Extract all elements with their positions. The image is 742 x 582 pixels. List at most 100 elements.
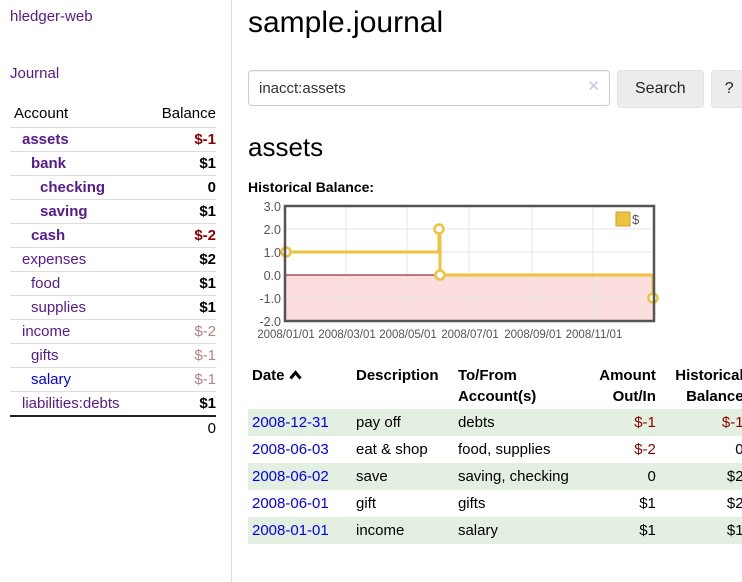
legend-swatch	[615, 211, 631, 227]
date-header-label: Date	[252, 367, 285, 384]
accounts-table: Account Balance assets $-1 bank $1 check…	[10, 102, 216, 440]
transaction-balance: 0	[735, 441, 742, 458]
account-link-gifts[interactable]: gifts	[31, 347, 59, 364]
account-balance: $1	[144, 391, 216, 416]
account-row: saving $1	[10, 199, 216, 224]
account-link-income[interactable]: income	[22, 323, 71, 340]
register-row: 2008-06-02 save saving, checking 0 $2	[248, 463, 742, 490]
transaction-accounts: debts	[457, 414, 495, 431]
transaction-description: gift	[356, 495, 377, 512]
account-balance: $-2	[144, 319, 216, 344]
svg-text:0.0: 0.0	[264, 269, 281, 283]
transaction-amount: $1	[639, 522, 656, 539]
account-link-assets[interactable]: assets	[22, 131, 69, 148]
app-brand-link[interactable]: hledger-web	[10, 8, 93, 25]
account-balance: $1	[144, 271, 216, 296]
account-title: assets	[248, 132, 324, 162]
register-header-description: Description	[356, 367, 439, 384]
account-balance: $1	[144, 199, 216, 224]
account-balance: 0	[144, 175, 216, 200]
historical-balance-chart: $ 3.0 2.0 1.0 0.0 -1.0 -2.0 2008/01/01 2…	[257, 200, 659, 341]
register-row: 2008-12-31 pay off debts $-1 $-1	[248, 409, 742, 436]
account-link-expenses[interactable]: expenses	[22, 251, 87, 268]
transaction-description: save	[356, 468, 388, 485]
sidebar-item-journal[interactable]: Journal	[10, 65, 60, 82]
account-link-cash[interactable]: cash	[31, 227, 66, 244]
account-balance: $-2	[144, 223, 216, 248]
x-axis-ticks: 2008/01/01 2008/03/01 2008/05/01 2008/07…	[257, 329, 622, 341]
accounts-header-row: Account Balance	[10, 102, 216, 128]
register-header-accounts: To/From Account(s)	[457, 367, 537, 405]
account-row: gifts $-1	[10, 343, 216, 368]
transaction-amount: $-2	[634, 441, 656, 458]
transaction-date-link[interactable]: 2008-06-03	[252, 441, 329, 458]
account-link-salary[interactable]: salary	[31, 371, 72, 388]
svg-text:-1.0: -1.0	[259, 292, 281, 306]
transaction-amount: $1	[639, 495, 656, 512]
svg-text:2008/09/01: 2008/09/01	[504, 329, 562, 341]
register-table: Date Description To/From Account(s) Amou…	[248, 363, 742, 544]
chart-label: Historical Balance:	[248, 179, 375, 195]
account-link-checking[interactable]: checking	[40, 179, 106, 196]
account-balance: $-1	[144, 127, 216, 152]
transaction-date-link[interactable]: 2008-06-02	[252, 468, 329, 485]
account-row: checking 0	[10, 175, 216, 200]
account-link-liabilities-debts[interactable]: liabilities:debts	[22, 395, 120, 412]
chart-border	[283, 204, 656, 323]
transaction-accounts: saving, checking	[457, 468, 569, 485]
account-row: income $-2	[10, 319, 216, 344]
account-link-saving[interactable]: saving	[40, 203, 88, 220]
accounts-total-value: 0	[144, 415, 216, 440]
accounts-total-row: 0	[10, 415, 216, 440]
account-row: bank $1	[10, 151, 216, 176]
transaction-balance: $1	[726, 522, 742, 539]
transaction-description: eat & shop	[356, 441, 428, 458]
register-row: 2008-06-03 eat & shop food, supplies $-2…	[248, 436, 742, 463]
transaction-description: pay off	[356, 414, 401, 431]
account-row: assets $-1	[10, 127, 216, 152]
sidebar: hledger-web Journal Account Balance asse…	[0, 0, 232, 582]
transaction-amount: 0	[647, 468, 656, 485]
transaction-description: income	[356, 522, 405, 539]
help-button[interactable]: ?	[710, 70, 742, 108]
page-title: sample.journal	[248, 6, 444, 39]
svg-text:2008/11/01: 2008/11/01	[566, 329, 623, 341]
account-balance: $2	[144, 247, 216, 272]
svg-text:2008/01/01: 2008/01/01	[257, 329, 315, 341]
main-content: sample.journal ✕ Search ? assets Histori…	[232, 0, 742, 582]
legend-label: $	[632, 212, 640, 227]
clear-search-icon[interactable]: ✕	[587, 78, 600, 95]
transaction-date-link[interactable]: 2008-12-31	[252, 414, 329, 431]
transaction-accounts: gifts	[457, 495, 486, 512]
svg-text:2008/03/01: 2008/03/01	[318, 329, 376, 341]
transaction-date-link[interactable]: 2008-06-01	[252, 495, 329, 512]
svg-text:1.0: 1.0	[264, 246, 281, 260]
transaction-date-link[interactable]: 2008-01-01	[252, 522, 329, 539]
accounts-header-account: Account	[14, 105, 69, 122]
sort-ascending-icon	[288, 370, 302, 380]
register-header-row: Date Description To/From Account(s) Amou…	[248, 363, 742, 409]
account-balance: $-1	[144, 343, 216, 368]
register-row: 2008-06-01 gift gifts $1 $2	[248, 490, 742, 517]
search-input[interactable]	[248, 70, 610, 106]
search-button[interactable]: Search	[617, 70, 704, 108]
transaction-amount: $-1	[634, 414, 656, 431]
accounts-header-balance: Balance	[161, 105, 216, 122]
register-row: 2008-01-01 income salary $1 $1	[248, 517, 742, 544]
chart-legend: $	[615, 211, 640, 227]
account-balance: $1	[144, 295, 216, 320]
transaction-balance: $-1	[721, 414, 742, 431]
account-link-bank[interactable]: bank	[31, 155, 67, 172]
account-link-supplies[interactable]: supplies	[31, 299, 87, 316]
account-row: liabilities:debts $1	[10, 391, 216, 416]
account-link-food[interactable]: food	[31, 275, 61, 292]
transaction-accounts: salary	[457, 522, 498, 539]
svg-text:2008/07/01: 2008/07/01	[441, 329, 499, 341]
transaction-accounts: food, supplies	[457, 441, 551, 458]
register-header-date: Date	[248, 363, 352, 409]
account-row: cash $-2	[10, 223, 216, 248]
transaction-balance: $2	[726, 468, 742, 485]
account-balance: $-1	[144, 367, 216, 392]
account-row: food $1	[10, 271, 216, 296]
register-header-balance: Historical Balance	[675, 367, 742, 405]
